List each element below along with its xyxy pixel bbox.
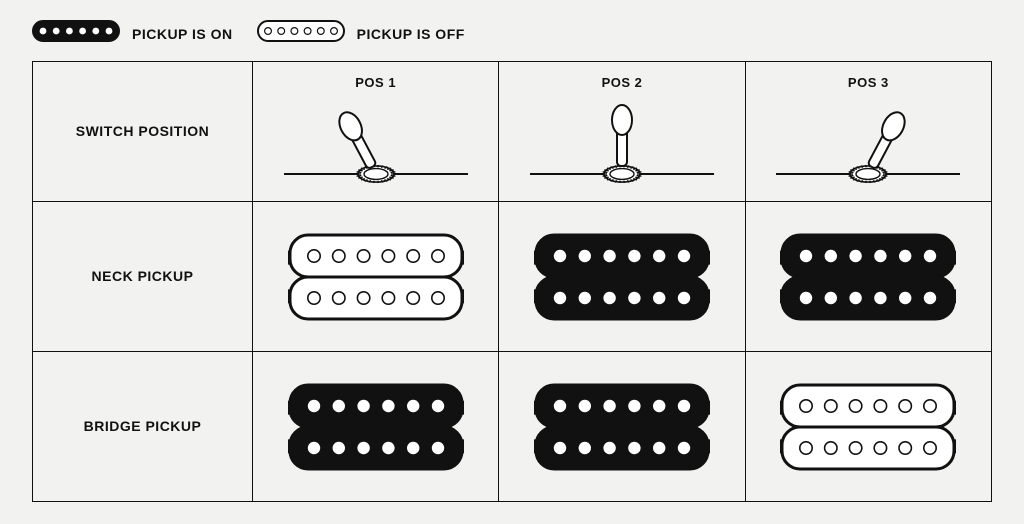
cell-bridge-pos2 [499, 352, 745, 502]
cell-switch-label: SWITCH POSITION [33, 62, 253, 202]
legend-item-off: PICKUP IS OFF [257, 20, 465, 47]
cell-bridge-pos1 [253, 352, 499, 502]
row-switch: SWITCH POSITION POS 1 POS 2 POS 3 [33, 62, 992, 202]
toggle-switch-icon [261, 96, 490, 188]
toggle-switch-icon [754, 96, 983, 188]
legend-item-on: PICKUP IS ON [32, 20, 233, 47]
cell-neck-pos3 [745, 202, 991, 352]
humbucker-icon [754, 233, 983, 321]
humbucker-icon [261, 233, 490, 321]
humbucker-icon [261, 383, 490, 471]
cell-neck-pos1 [253, 202, 499, 352]
cell-switch-pos3: POS 3 [745, 62, 991, 202]
legend-pill-on-icon [32, 20, 120, 47]
cell-switch-pos2: POS 2 [499, 62, 745, 202]
pickup-table: SWITCH POSITION POS 1 POS 2 POS 3 [32, 61, 992, 502]
cell-bridge-pos3 [745, 352, 991, 502]
pos-label-3: POS 3 [754, 75, 983, 90]
row-neck: NECK PICKUP [33, 202, 992, 352]
cell-bridge-label: BRIDGE PICKUP [33, 352, 253, 502]
humbucker-icon [507, 233, 736, 321]
humbucker-icon [507, 383, 736, 471]
legend-off-label: PICKUP IS OFF [357, 26, 465, 42]
row-label-switch: SWITCH POSITION [76, 123, 210, 139]
humbucker-icon [754, 383, 983, 471]
pos-label-2: POS 2 [507, 75, 736, 90]
row-bridge: BRIDGE PICKUP [33, 352, 992, 502]
legend-on-label: PICKUP IS ON [132, 26, 233, 42]
cell-neck-pos2 [499, 202, 745, 352]
pos-label-1: POS 1 [261, 75, 490, 90]
legend: PICKUP IS ON PICKUP IS OFF [32, 20, 992, 47]
toggle-switch-icon [507, 96, 736, 188]
row-label-neck: NECK PICKUP [92, 268, 194, 284]
row-label-bridge: BRIDGE PICKUP [84, 418, 202, 434]
legend-pill-off-icon [257, 20, 345, 47]
cell-switch-pos1: POS 1 [253, 62, 499, 202]
cell-neck-label: NECK PICKUP [33, 202, 253, 352]
